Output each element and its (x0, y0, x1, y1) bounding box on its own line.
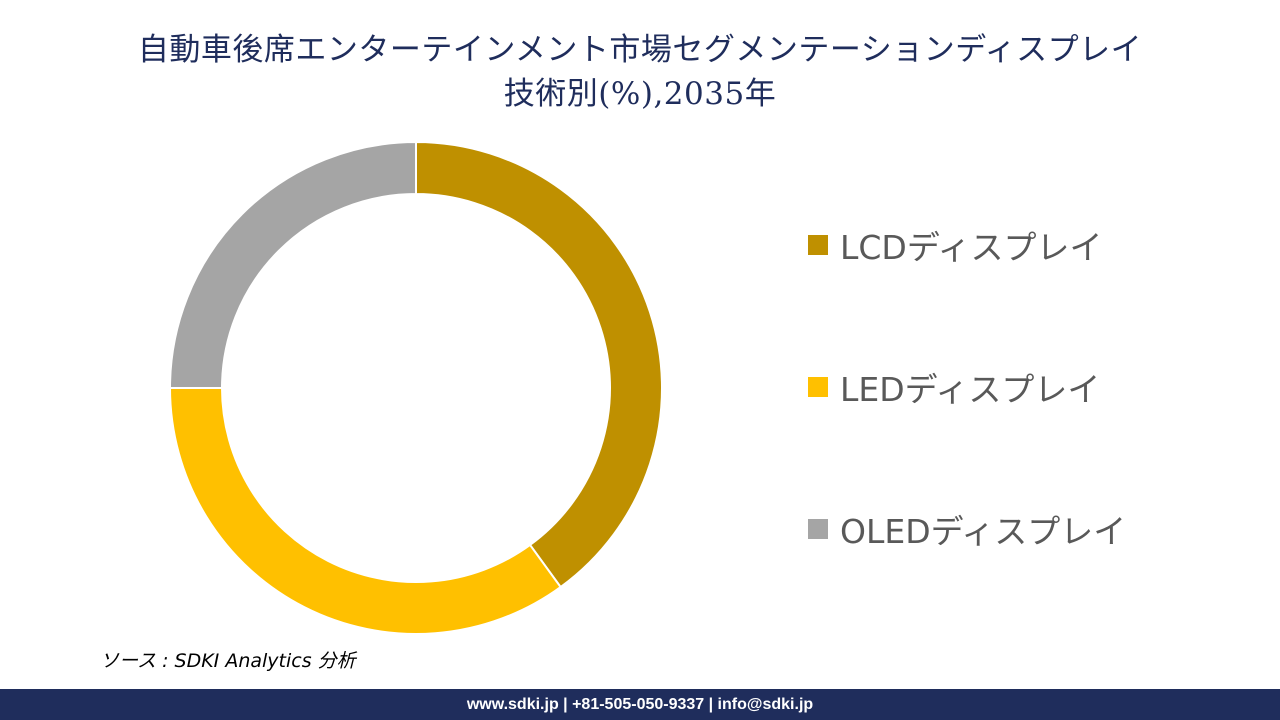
legend-label-1: LCDディスプレイ (840, 228, 1103, 267)
chart-title: 自動車後席エンターテインメント市場セグメンテーションディスプレイ 技術別(%),… (0, 28, 1280, 116)
source-note: ソース : SDKI Analytics 分析 (100, 650, 356, 672)
footer-bar: www.sdki.jp | +81-505-050-9337 | info@sd… (0, 689, 1280, 720)
legend-label-2: LEDディスプレイ (840, 370, 1101, 409)
donut-slice-2 (168, 387, 562, 635)
chart-title-line2: 技術別(%),2035年 (503, 76, 777, 112)
legend-item-2: LEDディスプレイ (808, 362, 1100, 412)
legend-item-1: LCDディスプレイ (808, 220, 1103, 270)
donut-slice-1 (415, 140, 663, 589)
chart-legend: LCDディスプレイ LEDディスプレイ OLEDディスプレイ (808, 0, 1268, 720)
legend-label-3: OLEDディスプレイ (840, 512, 1127, 551)
legend-swatch-1 (808, 235, 828, 255)
legend-swatch-2 (808, 377, 828, 397)
legend-item-3: OLEDディスプレイ (808, 504, 1126, 554)
chart-title-line1: 自動車後席エンターテインメント市場セグメンテーションディスプレイ (137, 32, 1143, 68)
donut-slice-3 (168, 140, 417, 389)
legend-swatch-3 (808, 519, 828, 539)
